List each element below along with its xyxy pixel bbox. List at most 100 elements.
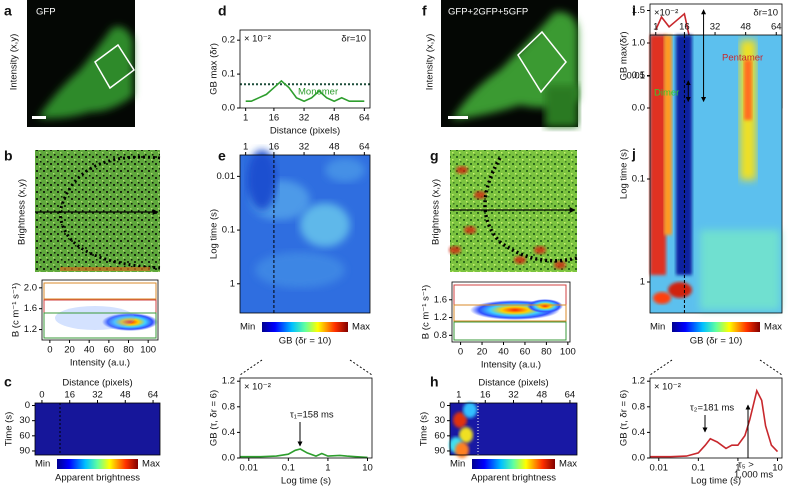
x-tick-label: 10 [772, 463, 783, 474]
brightness-map [450, 150, 577, 272]
colorbar-max: Max [559, 459, 577, 470]
x-tick-label: 20 [477, 347, 488, 358]
scale-bar [32, 116, 46, 119]
scale-note: × 10⁻² [244, 34, 271, 45]
panel-label: e [218, 148, 226, 164]
heat-patch [463, 402, 477, 418]
x-tick-label: 64 [771, 22, 782, 33]
x-tick-label: 32 [92, 390, 103, 401]
scale-note: × 10⁻² [244, 382, 271, 393]
plot-frame [649, 34, 783, 314]
x-tick-label: 64 [148, 390, 159, 401]
y-tick-label: 0.1 [222, 225, 235, 236]
y-tick-label: 1.5 [632, 5, 645, 16]
y-tick-label: 0 [440, 400, 445, 411]
y-axis-label: Log time (s) [209, 209, 220, 259]
colorbar-max: Max [352, 322, 370, 333]
x-axis-label: Distance (pixels) [62, 378, 132, 389]
x-tick-label: 40 [84, 345, 95, 356]
y-axis-label: B (c m⁻¹ s⁻¹) [11, 283, 22, 337]
y-tick-label: 1.6 [434, 294, 447, 305]
y-tick-label: 60 [19, 430, 30, 441]
bright-speck [554, 261, 566, 269]
x-tick-label: 32 [299, 113, 310, 124]
annotation: τ₅ > [738, 460, 754, 471]
x-tick-label: 100 [140, 345, 156, 356]
heat-patch [255, 252, 345, 288]
panel-label: g [430, 148, 439, 164]
y-axis-label: GB (τ, δr = 6) [209, 390, 220, 446]
y-tick-label: 2.0 [24, 282, 37, 293]
scale-note: ×10⁻² [654, 8, 678, 19]
image-ylabel: Intensity (x,y) [425, 34, 436, 91]
image-ylabel: Brightness (x,y) [431, 179, 442, 245]
x-tick-label: 48 [740, 22, 751, 33]
note: δr=10 [753, 8, 778, 19]
x-tick-label: 16 [269, 113, 280, 124]
x-tick-label: 32 [508, 390, 519, 401]
image-title: GFP [36, 7, 56, 18]
series-label: Monomer [298, 87, 338, 98]
zoom-connector [649, 359, 673, 376]
colorbar-min: Min [35, 459, 50, 470]
colorbar-label: GB (δr = 10) [279, 336, 332, 347]
x-tick-label: 40 [498, 347, 509, 358]
panel-label: c [4, 374, 12, 390]
image-title: GFP+2GFP+5GFP [448, 7, 528, 18]
x-tick-label: 0.1 [692, 463, 705, 474]
scale-bar [448, 116, 468, 119]
colorbar-min: Min [240, 322, 255, 333]
x-tick-label: 0 [47, 345, 52, 356]
series-label: Pentamer [722, 53, 763, 64]
bright-speck [456, 166, 468, 174]
panel-label: i [632, 3, 636, 19]
cell [38, 26, 133, 119]
x-axis-label: Distance (pixels) [270, 126, 340, 137]
y-tick-label: 1.6 [24, 303, 37, 314]
heat-patch [653, 292, 671, 304]
heat [35, 403, 160, 455]
colorbar-label: Apparent brightness [55, 473, 140, 484]
heat-patch [453, 412, 467, 428]
x-tick-label: 80 [123, 345, 134, 356]
colorbar [672, 322, 760, 332]
roi-outline [483, 157, 578, 263]
series-line [650, 388, 779, 458]
x-tick-label: 1 [653, 22, 658, 33]
x-tick-label: 0.01 [650, 463, 669, 474]
plot-frame [239, 154, 371, 314]
heat-patch [247, 150, 277, 210]
y-tick-label: 0.01 [627, 71, 646, 82]
x-tick-label: 20 [64, 345, 75, 356]
x-tick-label: 1 [735, 463, 740, 474]
x-tick-label: 16 [64, 390, 75, 401]
panel-label: b [4, 148, 13, 164]
x-axis-label: Intensity (a.u.) [70, 358, 130, 369]
density-blob [102, 313, 158, 331]
x-tick-label: 0 [39, 390, 44, 401]
y-axis-label: Log time (s) [619, 149, 630, 199]
heat-patch [455, 442, 469, 458]
bright-speck [514, 256, 526, 264]
plot-frame [451, 281, 571, 343]
heat-patch [664, 35, 672, 235]
x-tick-label: 0.1 [282, 463, 295, 474]
bright-speck [474, 191, 486, 199]
y-axis-label: Time (s) [419, 412, 430, 446]
x-axis-label: Log time (s) [281, 476, 331, 487]
x-tick-label: 1 [243, 142, 248, 153]
y-tick-label: 1.0 [632, 38, 645, 49]
x-tick-label: 1 [456, 390, 461, 401]
y-tick-label: 1.2 [632, 376, 645, 387]
y-tick-label: 0 [25, 400, 30, 411]
annotation: 1,000 ms [734, 470, 773, 481]
x-tick-label: 100 [560, 347, 576, 358]
y-tick-label: 30 [19, 415, 30, 426]
y-tick-label: 1 [640, 277, 645, 288]
y-tick-label: 90 [434, 445, 445, 456]
x-tick-label: 16 [679, 22, 690, 33]
colorbar-label: GB (δr = 10) [690, 336, 743, 347]
y-axis-label: GB (τ, δr = 6) [619, 390, 630, 446]
bright-speck [449, 246, 461, 254]
density-blob [55, 306, 135, 330]
